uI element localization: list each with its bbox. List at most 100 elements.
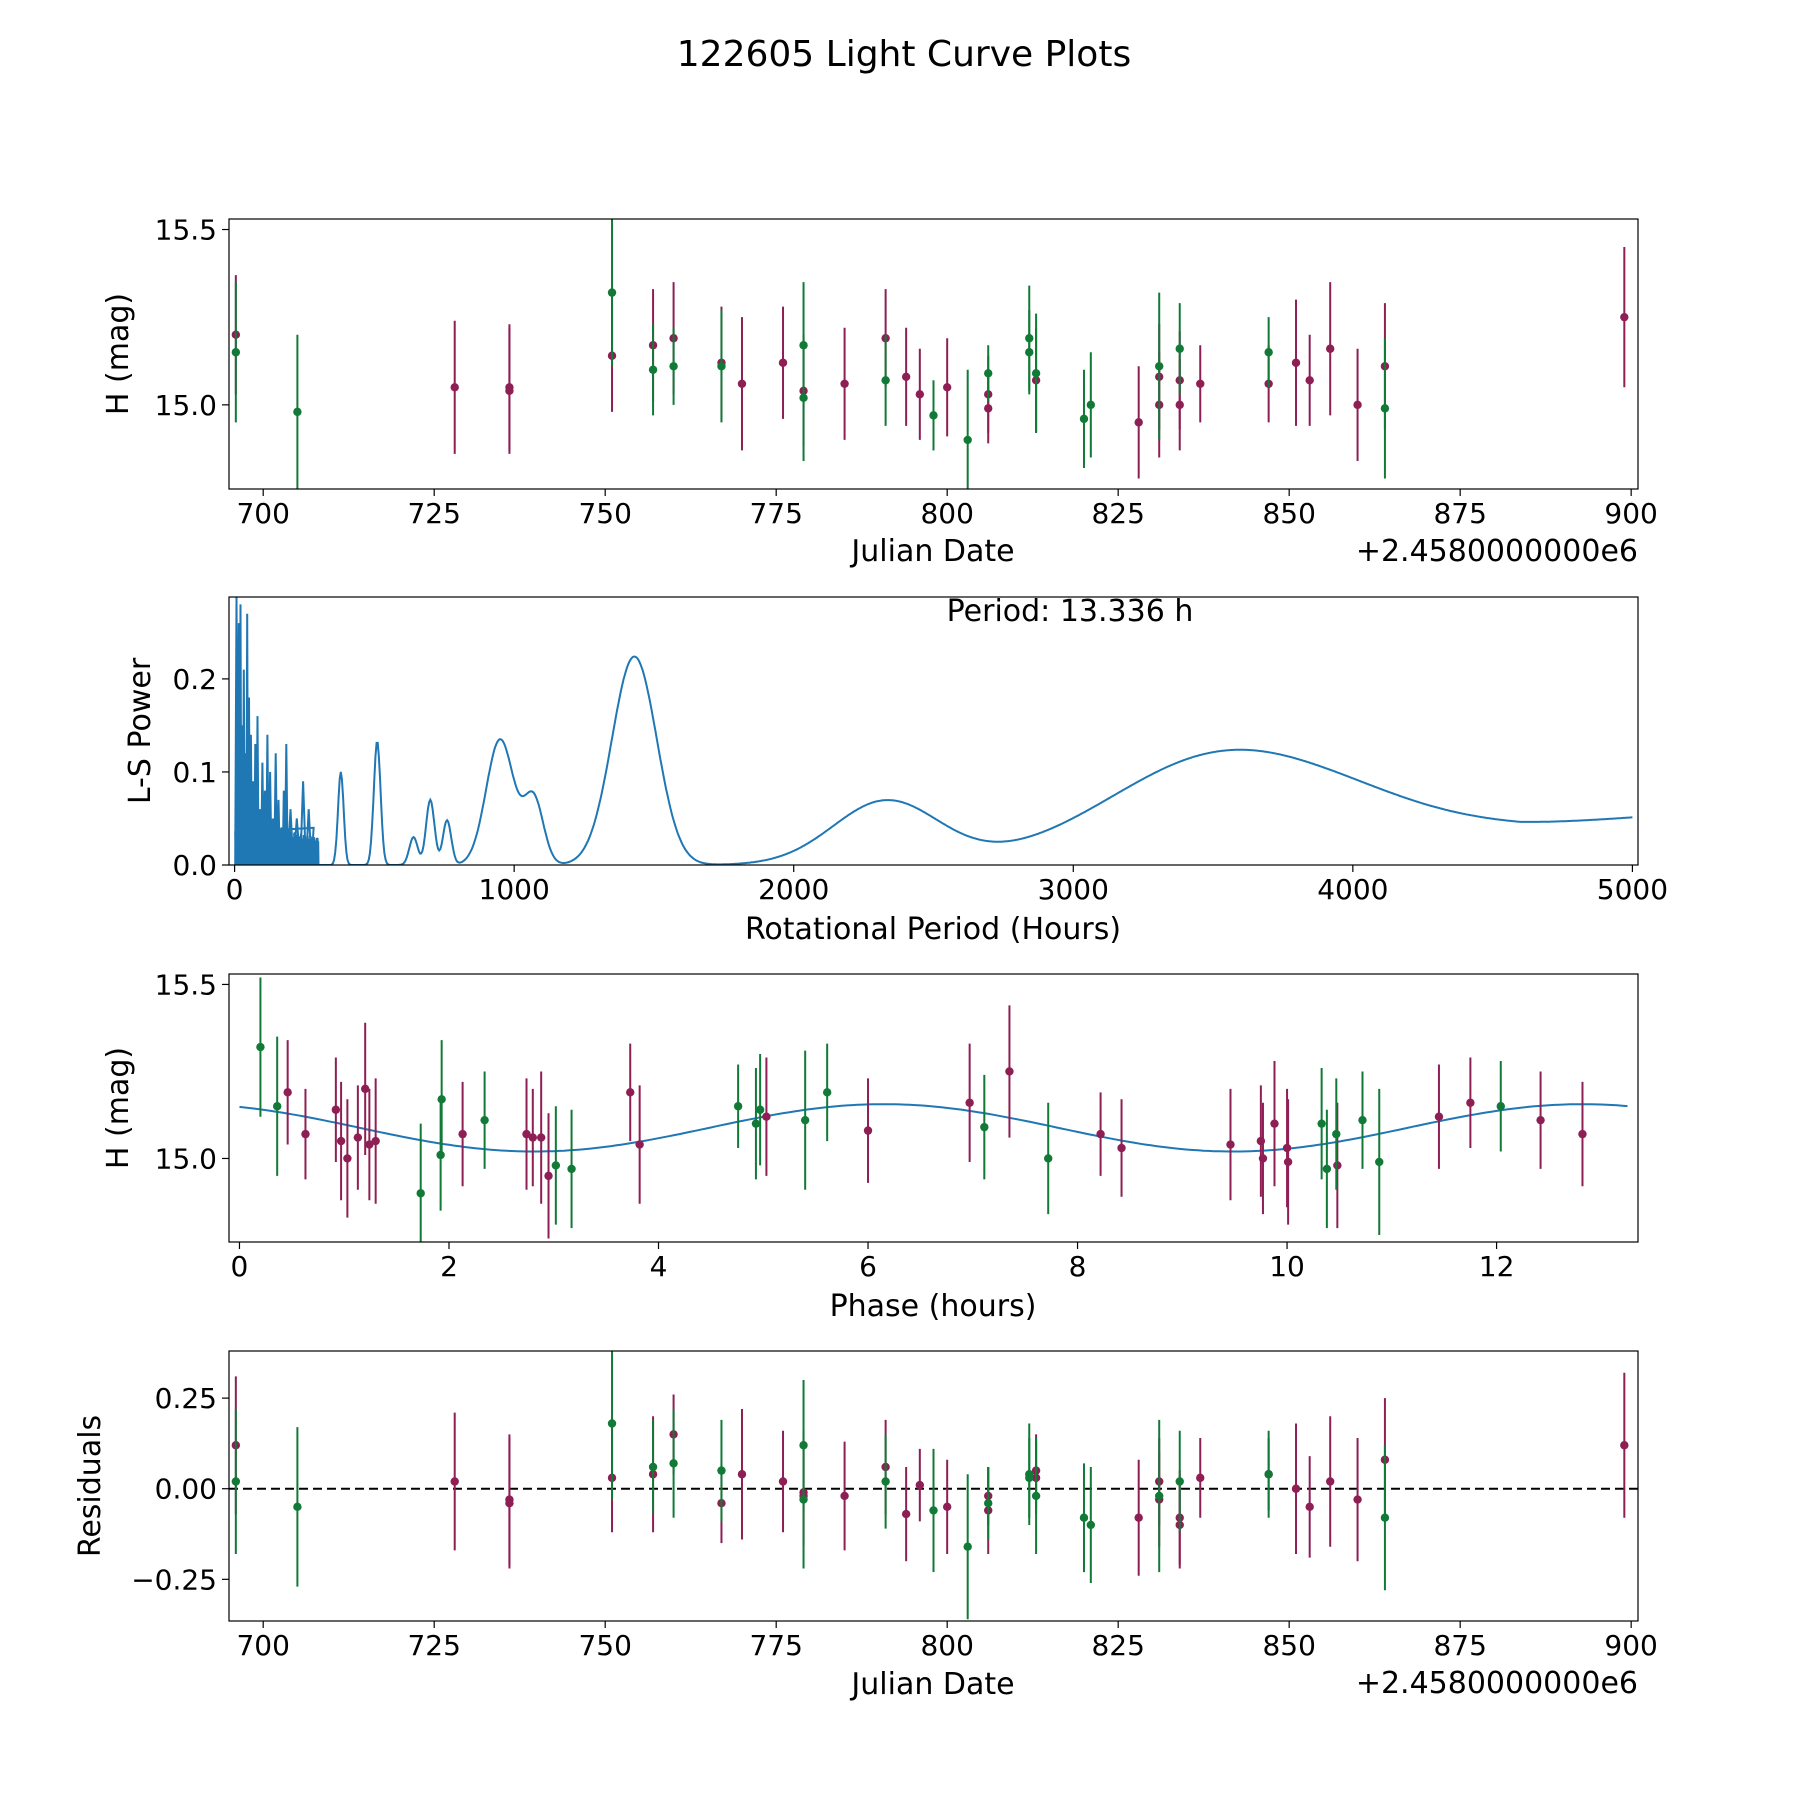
residuals-frame <box>228 1350 1639 1622</box>
magenta-data-point <box>1117 1143 1126 1153</box>
green-data-point <box>800 1115 810 1125</box>
magenta-data-point <box>1620 312 1629 322</box>
x-tick-label: 875 <box>1433 1629 1486 1662</box>
green-data-point <box>1358 1115 1367 1125</box>
magenta-data-point <box>1305 1502 1314 1512</box>
x-tick-label: 825 <box>1091 1629 1144 1662</box>
scatter-series-group <box>256 977 1587 1242</box>
magenta-data-point <box>915 390 925 399</box>
residuals-xlabel: Julian Date <box>849 1667 1014 1702</box>
residuals-panel: 700 725 750 775 800 825 850 875 900 −0.25 0.00 0.25… <box>73 1350 1658 1702</box>
residuals-marks <box>229 1351 1638 1620</box>
magenta-data-point <box>1326 1477 1335 1486</box>
green-data-point <box>293 407 302 417</box>
x-tick-label: 850 <box>1262 497 1315 530</box>
periodogram-frame <box>228 596 1639 866</box>
green-data-point <box>480 1115 489 1125</box>
model-curve <box>239 1103 1628 1153</box>
magenta-data-point <box>1578 1129 1587 1139</box>
magenta-data-point <box>522 1129 531 1139</box>
x-tick-label: 725 <box>407 1629 460 1662</box>
magenta-data-point <box>1291 358 1301 367</box>
magenta-data-point <box>901 1509 911 1519</box>
green-data-point <box>1375 1157 1384 1167</box>
magenta-data-point <box>840 1491 849 1501</box>
magenta-data-point <box>984 404 993 413</box>
x-tick-label: 750 <box>578 497 631 530</box>
magenta-data-point <box>1434 1112 1444 1121</box>
x-tick-label: 875 <box>1433 497 1486 530</box>
green-data-point <box>1317 1119 1326 1128</box>
green-data-point <box>733 1102 743 1111</box>
green-data-point <box>1155 1491 1164 1501</box>
light-curve-ticks: 700 725 750 775 800 825 850 875 900 15.0 15.5 <box>155 214 1658 530</box>
green-data-point <box>1031 1491 1041 1501</box>
green-data-point <box>256 1042 265 1052</box>
periodogram-ylabel: L-S Power <box>123 657 158 804</box>
green-data-point <box>648 365 658 374</box>
magenta-data-point <box>626 1088 635 1097</box>
x-tick-label: 5000 <box>1597 873 1668 906</box>
x-tick-label: 0 <box>226 873 244 906</box>
magenta-data-point <box>1196 1473 1205 1483</box>
green-data-point <box>1380 1513 1390 1522</box>
periodogram-line-group <box>234 597 1633 865</box>
light-curve-ylabel: H (mag) <box>101 293 136 415</box>
magenta-data-point <box>942 383 952 392</box>
magenta-data-point <box>1134 1513 1143 1522</box>
magenta-data-point <box>458 1129 467 1139</box>
magenta-data-point <box>343 1154 352 1163</box>
magenta-data-point <box>528 1133 537 1142</box>
green-data-point <box>799 1495 808 1504</box>
magenta-data-point <box>301 1129 310 1139</box>
magenta-data-point <box>737 1470 747 1479</box>
magenta-data-point <box>450 383 459 392</box>
green-data-point <box>1264 348 1273 357</box>
x-tick-label: 775 <box>749 1629 802 1662</box>
magenta-data-point <box>1333 1161 1342 1170</box>
green-data-point <box>751 1119 761 1128</box>
periodogram-spikes <box>234 597 320 865</box>
green-data-point <box>1086 1520 1096 1530</box>
x-tick-label: 750 <box>578 1629 631 1662</box>
green-data-point <box>551 1161 561 1170</box>
magenta-data-point <box>1175 400 1184 410</box>
periodogram-ticks: 0 1000 2000 3000 4000 5000 0.0 0.1 0.2 <box>172 663 1668 906</box>
periodogram-marks <box>234 597 1633 865</box>
magenta-data-point <box>1096 1129 1105 1139</box>
y-tick-label: 0.25 <box>155 1382 217 1415</box>
green-data-point <box>607 1419 617 1428</box>
green-data-point <box>436 1150 445 1160</box>
green-data-point <box>881 1477 890 1486</box>
y-tick-label: 15.0 <box>155 389 217 422</box>
magenta-data-point <box>505 1499 514 1508</box>
magenta-data-point <box>1536 1115 1545 1125</box>
x-tick-label: 700 <box>236 497 289 530</box>
magenta-data-point <box>1258 1154 1268 1163</box>
x-tick-label: 725 <box>407 497 460 530</box>
magenta-data-point <box>942 1502 952 1512</box>
light-curve-marks <box>231 219 1629 489</box>
magenta-data-point <box>762 1112 771 1121</box>
magenta-data-point <box>840 379 849 389</box>
magenta-data-point <box>283 1088 292 1097</box>
magenta-data-point <box>544 1171 553 1181</box>
green-data-point <box>963 435 972 445</box>
green-data-point <box>1025 1473 1034 1483</box>
magenta-data-point <box>1466 1098 1475 1107</box>
green-data-point <box>1031 369 1041 378</box>
green-data-point <box>963 1542 972 1551</box>
x-tick-label: 700 <box>236 1629 289 1662</box>
magenta-data-point <box>353 1133 363 1142</box>
x-tick-label: 775 <box>749 497 802 530</box>
x-tick-label: 800 <box>920 1629 973 1662</box>
light-curve-panel: 700 725 750 775 800 825 850 875 900 15.0 15.5 Juli… <box>101 214 1658 569</box>
magenta-data-point <box>1353 1495 1362 1504</box>
x-tick-label: 800 <box>920 497 973 530</box>
magenta-data-point <box>737 379 747 389</box>
x-tick-label: 850 <box>1262 1629 1315 1662</box>
magenta-data-point <box>1282 1143 1292 1153</box>
x-tick-label: 0 <box>231 1250 249 1283</box>
periodogram-xlabel: Rotational Period (Hours) <box>745 912 1121 947</box>
y-tick-label: 15.5 <box>155 968 217 1001</box>
